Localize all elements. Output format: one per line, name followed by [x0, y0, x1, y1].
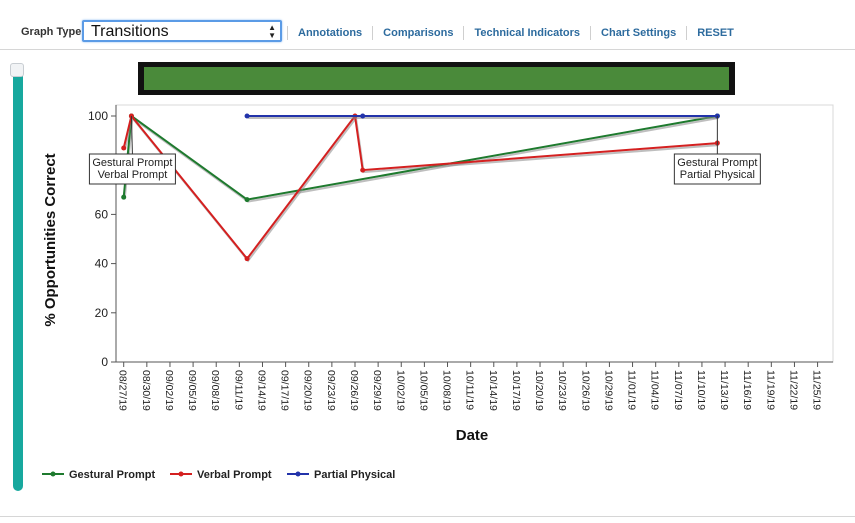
x-tick-label: 10/08/19: [441, 370, 453, 411]
legend-marker: [178, 471, 184, 477]
x-tick-label: 11/19/19: [764, 370, 776, 410]
technical-indicators-link[interactable]: Technical Indicators: [463, 26, 590, 40]
y-tick-label: 20: [95, 306, 109, 320]
y-ticks: 020406080100: [88, 109, 116, 369]
x-tick-label: 11/07/19: [672, 370, 684, 410]
chart-menu: Annotations Comparisons Technical Indica…: [287, 26, 744, 40]
x-tick-label: 10/14/19: [487, 370, 499, 411]
annotation-box[interactable]: [673, 153, 761, 185]
x-tick-label: 08/30/19: [140, 370, 152, 411]
annotation-text: Verbal Prompt: [98, 169, 168, 181]
x-tick-label: 11/10/19: [695, 370, 707, 410]
y-tick-label: 0: [101, 355, 108, 369]
series-line-0: [122, 114, 718, 201]
series-shadow: [123, 115, 719, 263]
data-point[interactable]: [121, 194, 127, 200]
x-tick-label: 09/02/19: [163, 370, 175, 411]
x-tick-label: 09/23/19: [325, 370, 337, 411]
chart-header-bar: [144, 67, 729, 90]
select-arrows-icon: ▲ ▼: [268, 23, 276, 40]
data-point[interactable]: [244, 113, 250, 119]
x-tick-label: 11/25/19: [811, 370, 823, 410]
zoom-slider-track[interactable]: [13, 66, 23, 491]
annotation-text: Gestural Prompt: [92, 157, 172, 169]
x-tick-label: 10/20/19: [533, 370, 545, 411]
x-ticks: 08/27/19 08/30/19 09/02/19 09/05/19 09/08/19…: [117, 362, 823, 411]
x-tick-label: 09/11/19: [232, 370, 244, 410]
zoom-slider-handle[interactable]: [10, 63, 24, 77]
x-tick-label: 09/20/19: [302, 370, 314, 411]
series-shadow: [123, 116, 719, 203]
toolbar: Graph Type: Transitions ▲ ▼ Annotations C…: [0, 0, 855, 50]
x-tick-label: 10/02/19: [394, 370, 406, 411]
annotation-text: Partial Physical: [680, 169, 755, 181]
chart-settings-link[interactable]: Chart Settings: [590, 26, 686, 40]
graph-type-select[interactable]: Transitions ▲ ▼: [82, 20, 282, 42]
plot-area: [115, 104, 834, 363]
data-point[interactable]: [360, 167, 366, 173]
x-tick-label: 10/29/19: [602, 370, 614, 411]
data-point[interactable]: [244, 197, 250, 203]
x-tick-label: 10/11/19: [464, 370, 476, 410]
data-point[interactable]: [360, 113, 366, 119]
x-tick-label: 09/14/19: [255, 370, 267, 411]
comparisons-link[interactable]: Comparisons: [372, 26, 463, 40]
legend-label[interactable]: Gestural Prompt: [69, 469, 156, 481]
x-tick-label: 10/26/19: [579, 370, 591, 411]
annotation-pointer: [130, 115, 133, 155]
reset-link[interactable]: RESET: [686, 26, 744, 40]
series-line-1: [122, 113, 718, 261]
annotations-link[interactable]: Annotations: [287, 26, 372, 40]
legend-label[interactable]: Partial Physical: [314, 469, 395, 481]
y-axis-label: % Opportunities Correct: [42, 153, 59, 326]
x-tick-label: 09/29/19: [371, 370, 383, 411]
legend: Gestural Prompt Verbal Prompt Partial Phys…: [42, 469, 395, 481]
x-tick-label: 10/17/19: [510, 370, 522, 411]
x-tick-label: 11/13/19: [718, 370, 730, 410]
graph-type-value: Transitions: [91, 23, 169, 40]
y-tick-label: 40: [95, 257, 109, 271]
x-tick-label: 09/17/19: [279, 370, 291, 411]
x-tick-label: 11/16/19: [741, 370, 753, 410]
x-tick-label: 10/05/19: [417, 370, 429, 411]
legend-marker: [50, 471, 56, 477]
bottom-divider: [0, 516, 855, 517]
data-point[interactable]: [244, 256, 250, 262]
x-tick-label: 11/22/19: [787, 370, 799, 410]
y-tick-label: 60: [95, 207, 109, 221]
x-tick-label: 10/23/19: [556, 370, 568, 411]
legend-label[interactable]: Verbal Prompt: [197, 469, 272, 481]
graph-type-label: Graph Type:: [21, 26, 85, 38]
x-tick-label: 09/08/19: [209, 370, 221, 411]
x-tick-label: 11/01/19: [626, 370, 638, 410]
annotation-box[interactable]: [88, 153, 176, 185]
series-layer: [121, 113, 720, 263]
x-tick-label: 11/04/19: [649, 370, 661, 410]
data-point[interactable]: [121, 145, 127, 151]
annotation-text: Gestural Prompt: [677, 157, 757, 169]
legend-marker: [295, 471, 301, 477]
x-tick-label: 09/05/19: [186, 370, 198, 411]
x-tick-label: 08/27/19: [117, 370, 129, 411]
x-tick-label: 09/26/19: [348, 370, 360, 411]
y-tick-label: 100: [88, 109, 108, 123]
x-axis-label: Date: [456, 427, 489, 444]
